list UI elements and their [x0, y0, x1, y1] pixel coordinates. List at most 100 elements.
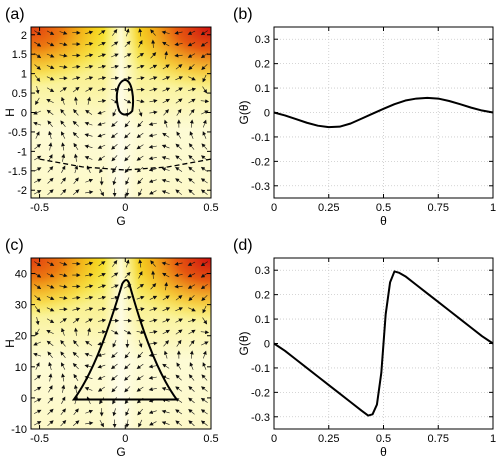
vector-arrow: [97, 330, 107, 335]
vector-arrow: [60, 120, 66, 128]
vector-arrow: [188, 420, 195, 427]
vector-arrow: [175, 295, 183, 301]
vector-arrow: [111, 155, 118, 162]
y-tick-label: -1: [17, 146, 27, 158]
y-tick-label: 10: [15, 362, 27, 374]
vector-arrow: [33, 110, 41, 115]
vector-arrow: [110, 132, 118, 139]
vector-arrow: [61, 373, 66, 382]
y-tick-label: 0.3: [255, 265, 270, 277]
vector-arrow: [34, 295, 41, 301]
vector-arrow: [136, 166, 144, 173]
vector-arrow: [125, 419, 130, 428]
vector-arrow: [60, 188, 67, 196]
vector-arrow: [73, 408, 79, 416]
vector-arrow: [124, 271, 131, 279]
vector-arrow: [188, 166, 195, 173]
y-tick-label: 0.1: [255, 83, 270, 95]
vector-arrow: [33, 398, 42, 403]
vector-arrow: [34, 284, 42, 290]
vector-arrow: [97, 87, 107, 92]
vector-arrow: [149, 307, 158, 312]
vector-arrow: [149, 330, 158, 334]
vector-arrow: [136, 386, 144, 392]
vector-arrow: [85, 53, 94, 58]
y-tick-label: -0.2: [251, 156, 270, 168]
vector-arrow: [72, 363, 79, 370]
vector-arrow: [163, 350, 168, 359]
vector-arrow: [175, 307, 184, 312]
vector-arrow: [124, 143, 131, 150]
vector-arrow: [98, 42, 106, 46]
x-tick-label: -0.5: [30, 433, 49, 445]
vector-arrow: [47, 166, 54, 173]
vector-arrow: [189, 339, 195, 347]
vector-arrow: [48, 361, 53, 370]
x-axis-label: G: [116, 214, 125, 228]
vector-arrow: [34, 30, 42, 36]
vector-arrow: [60, 339, 66, 347]
vector-arrow: [85, 30, 94, 35]
closed-orbit: [115, 78, 135, 116]
vector-arrow: [200, 41, 208, 47]
vector-arrow: [111, 144, 118, 150]
vector-arrow: [85, 42, 94, 46]
vector-arrow: [189, 119, 194, 128]
vector-arrow: [61, 384, 66, 393]
vector-arrow: [149, 318, 158, 323]
vector-arrow: [33, 190, 42, 195]
vector-arrow: [188, 318, 197, 323]
vector-arrow: [112, 339, 117, 348]
vector-arrow: [59, 30, 68, 35]
vector-arrow: [188, 386, 195, 392]
dashed-curve: [39, 158, 211, 171]
vector-arrow: [35, 362, 40, 370]
vector-arrow: [60, 108, 66, 116]
vector-arrow: [72, 120, 79, 127]
vector-arrow: [136, 363, 144, 369]
vector-arrow: [149, 341, 158, 346]
vector-arrow: [175, 64, 183, 70]
panel-d: (d) 0 0.25 0.5 0.75 1 0.3 0.2 0.1 0 -0.1 -0.2 -0.3 θ G…: [233, 237, 496, 459]
vector-arrow: [161, 144, 170, 149]
panel-label: (c): [5, 237, 24, 254]
vector-arrow: [202, 131, 207, 139]
vector-arrow: [34, 53, 42, 59]
vector-arrow: [47, 408, 54, 415]
vector-arrow: [85, 190, 94, 195]
vector-arrow: [59, 284, 68, 289]
vector-arrow: [149, 190, 157, 195]
vector-arrow: [111, 352, 118, 358]
y-tick-label: 0.2: [255, 290, 270, 302]
vector-arrow: [138, 339, 143, 348]
vector-arrow: [200, 272, 208, 278]
vector-arrow: [72, 64, 81, 69]
vector-arrow: [175, 143, 182, 150]
vector-arrow: [162, 87, 171, 92]
vector-arrow: [60, 351, 66, 359]
vector-arrow: [149, 295, 158, 300]
x-tick-label: 0.5: [376, 433, 391, 445]
vector-arrow: [59, 295, 68, 300]
vector-arrow: [97, 307, 107, 312]
vector-arrow: [72, 76, 81, 81]
vector-arrow: [112, 177, 117, 186]
series-line: [273, 270, 494, 417]
vector-arrow: [34, 374, 42, 381]
vector-arrow: [84, 352, 93, 357]
x-tick-label: -0.5: [30, 202, 49, 214]
vector-arrow: [87, 96, 91, 105]
vector-arrow: [174, 42, 183, 47]
vector-arrow: [112, 29, 118, 36]
vector-arrow: [136, 155, 144, 161]
y-axis-label: G(θ): [237, 331, 251, 355]
vector-arrow: [187, 284, 196, 289]
vector-arrow: [33, 421, 42, 426]
vector-arrow: [87, 327, 91, 336]
vector-arrow: [72, 295, 81, 300]
vector-arrow: [73, 109, 79, 116]
vector-arrow: [161, 409, 170, 414]
vector-arrow: [84, 387, 93, 391]
vector-arrow: [136, 295, 145, 300]
vector-arrow: [125, 188, 130, 197]
